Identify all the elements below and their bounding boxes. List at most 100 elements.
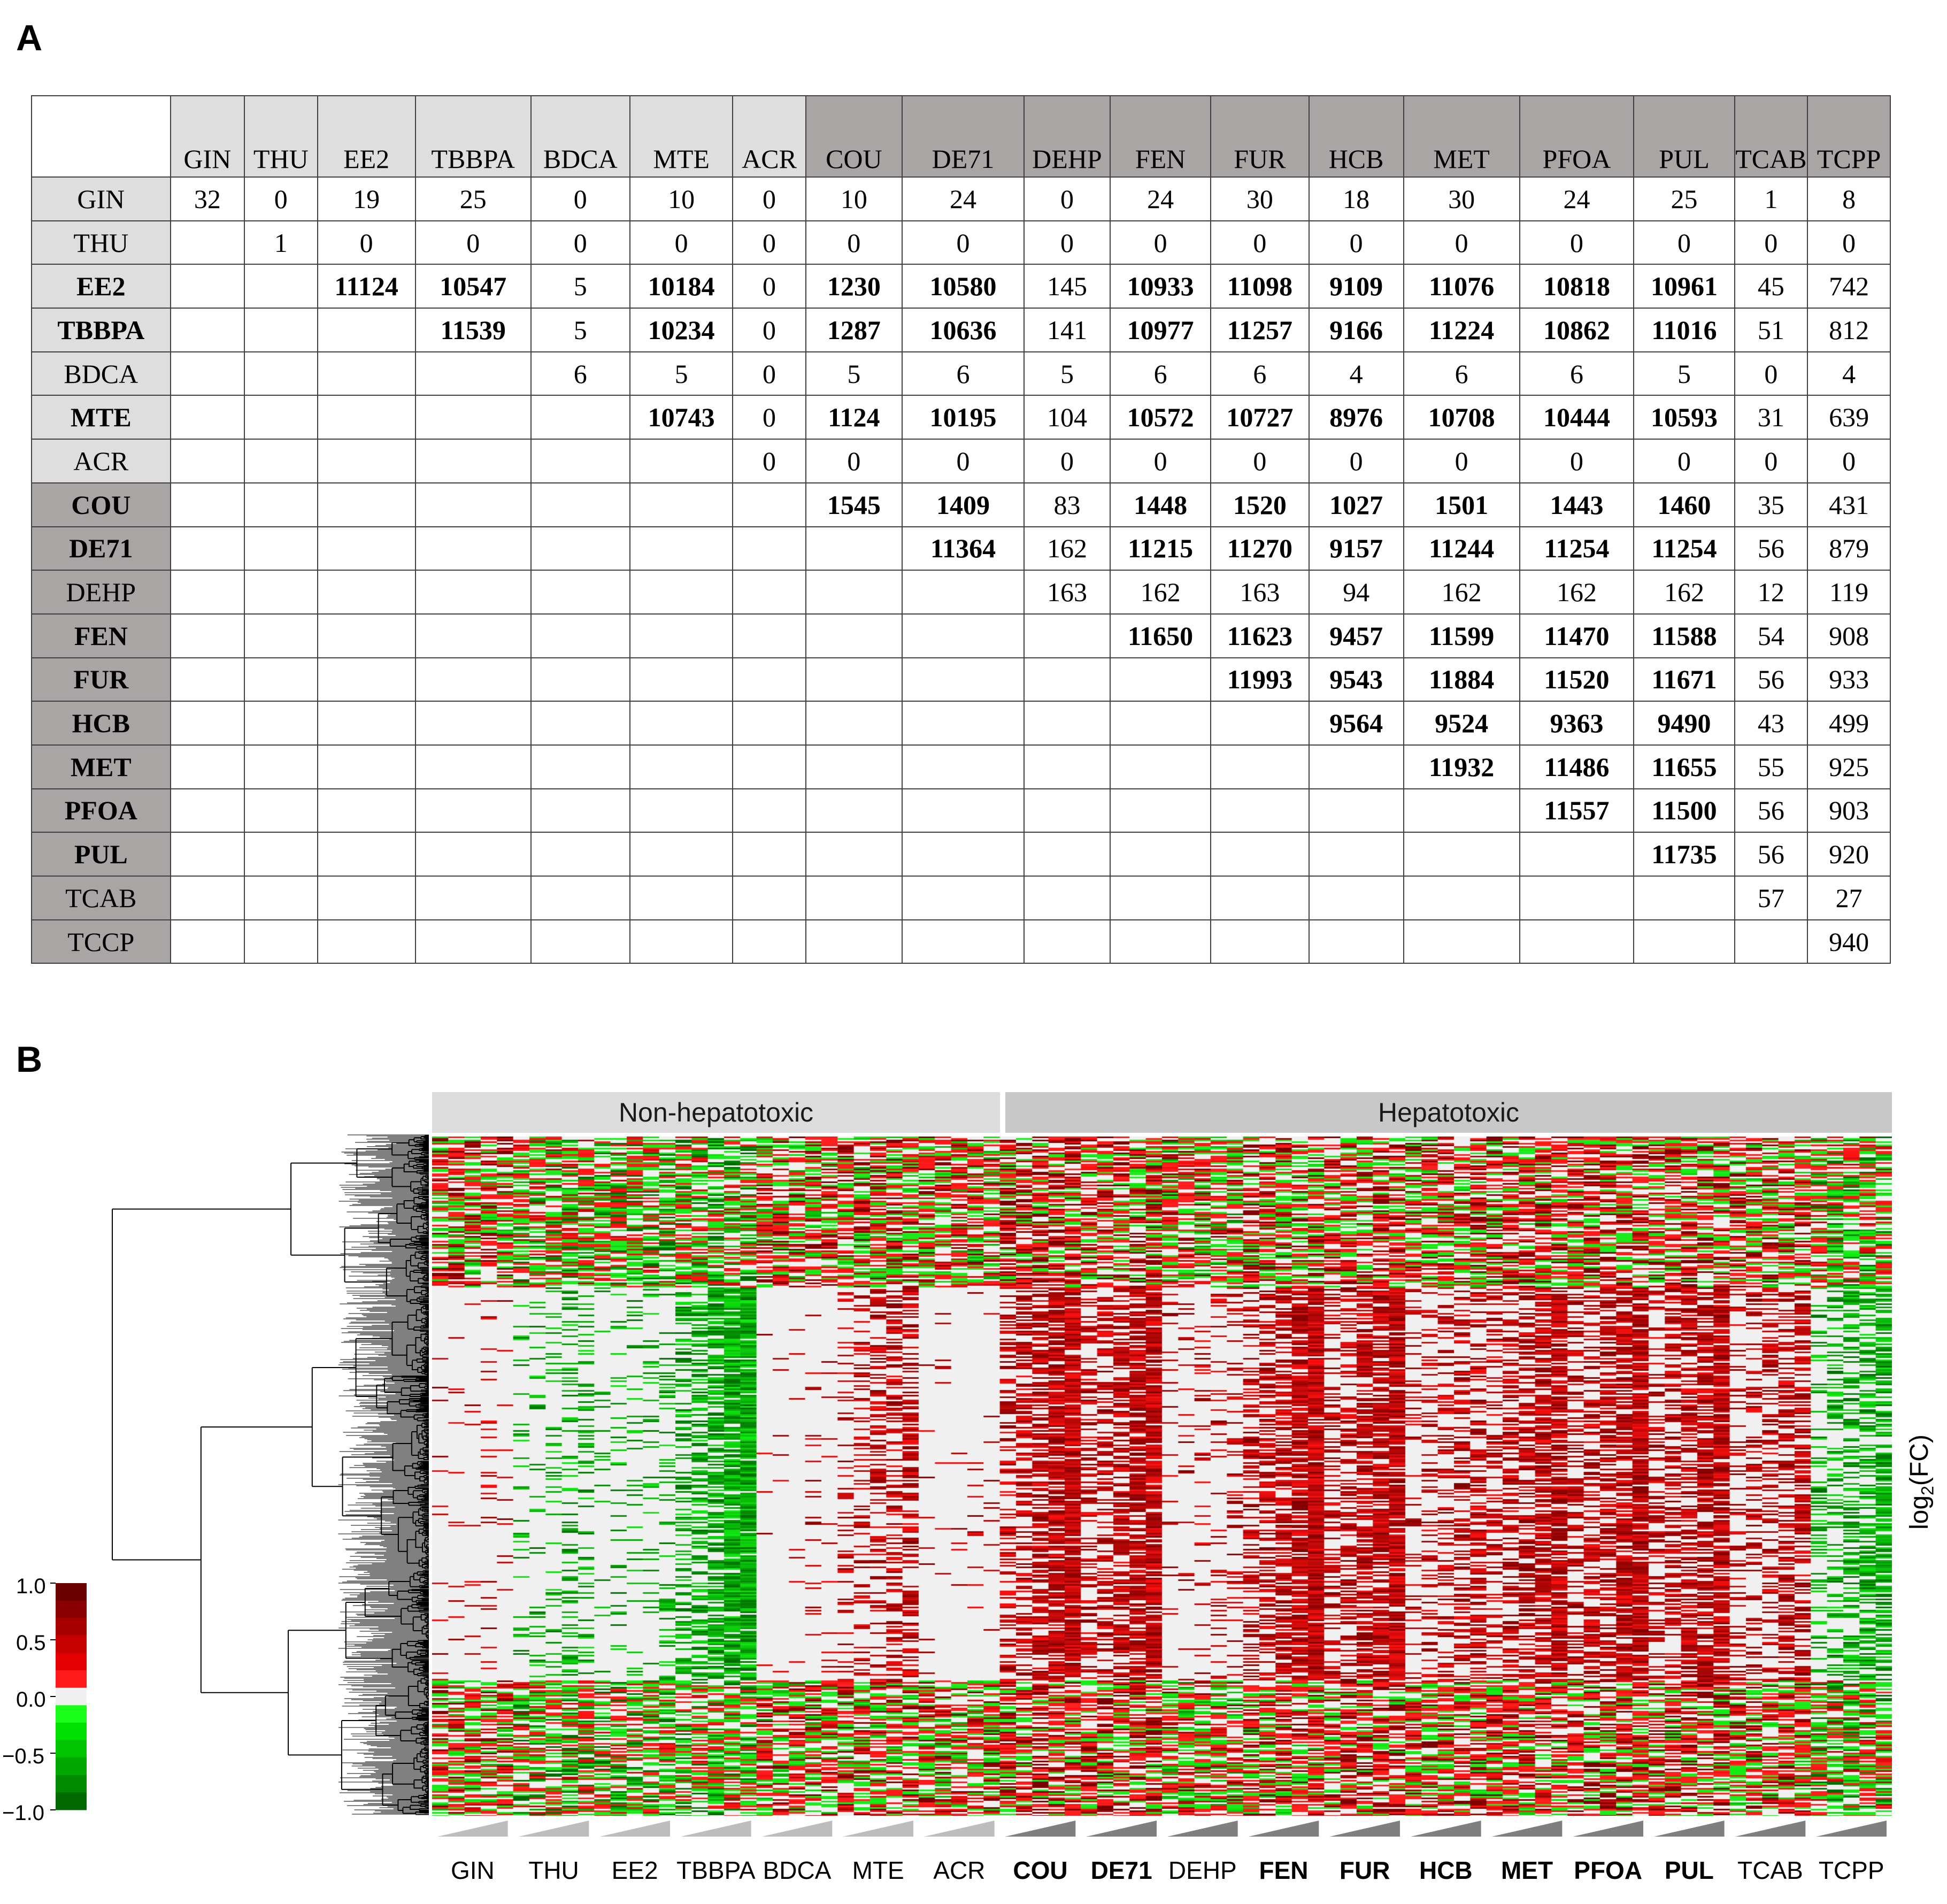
overlap-cell: 24 bbox=[1519, 176, 1635, 221]
dose-wedge bbox=[1005, 1821, 1076, 1837]
overlap-cell: 0 bbox=[530, 220, 630, 265]
overlap-cell: 0 bbox=[414, 220, 532, 265]
dose-wedge bbox=[1654, 1821, 1725, 1837]
column-label: DEHP bbox=[1168, 1856, 1237, 1884]
overlap-cell: 5 bbox=[1023, 351, 1111, 396]
overlap-cell: 1545 bbox=[805, 482, 903, 527]
overlap-cell bbox=[530, 395, 630, 440]
overlap-cell: 1287 bbox=[805, 308, 903, 352]
table-row: PUL 11735 56 920 bbox=[31, 832, 1891, 877]
overlap-cell bbox=[901, 919, 1025, 964]
overlap-cell bbox=[1023, 744, 1111, 789]
overlap-cell: 5 bbox=[629, 351, 734, 396]
table-row: GIN 32 0 19 25 0 10 0 10 24 0 24 30 18 30 24 25 1 8 bbox=[31, 176, 1891, 221]
overlap-cell: 0 bbox=[805, 220, 903, 265]
hepatotoxic-label: Hepatotoxic bbox=[1377, 1097, 1520, 1127]
overlap-cell: 6 bbox=[1109, 351, 1212, 396]
overlap-cell bbox=[629, 876, 734, 920]
overlap-cell: 742 bbox=[1807, 264, 1891, 309]
overlap-cell: 499 bbox=[1807, 701, 1891, 746]
overlap-cell: 9363 bbox=[1519, 701, 1635, 746]
overlap-cell bbox=[530, 526, 630, 571]
overlap-cell: 10593 bbox=[1633, 395, 1735, 440]
overlap-cell bbox=[1109, 788, 1212, 833]
overlap-cell: 10 bbox=[629, 176, 734, 221]
overlap-cell: 56 bbox=[1734, 788, 1809, 833]
overlap-cell bbox=[1519, 832, 1635, 877]
overlap-cell bbox=[317, 308, 416, 352]
overlap-cell bbox=[170, 613, 245, 658]
overlap-cell bbox=[1210, 876, 1310, 920]
overlap-cell: 11244 bbox=[1403, 526, 1520, 571]
row-header: HCB bbox=[31, 701, 171, 746]
overlap-cell bbox=[1109, 919, 1212, 964]
overlap-cell: 11257 bbox=[1210, 308, 1310, 352]
overlap-cell: 0 bbox=[317, 220, 416, 265]
column-label: EE2 bbox=[611, 1856, 658, 1884]
overlap-cell bbox=[805, 919, 903, 964]
overlap-cell bbox=[244, 876, 318, 920]
overlap-cell: 11884 bbox=[1403, 657, 1520, 702]
overlap-cell: 10961 bbox=[1633, 264, 1735, 309]
overlap-cell: 1520 bbox=[1210, 482, 1310, 527]
overlap-cell bbox=[530, 439, 630, 483]
gene-dendrogram bbox=[112, 1134, 429, 1815]
overlap-cell: 10444 bbox=[1519, 395, 1635, 440]
overlap-cell bbox=[1109, 744, 1212, 789]
column-label: GIN bbox=[450, 1856, 495, 1884]
row-header: EE2 bbox=[31, 264, 171, 309]
column-header: ACR bbox=[732, 95, 806, 178]
overlap-cell bbox=[170, 482, 245, 527]
column-header: FEN bbox=[1109, 95, 1212, 178]
overlap-cell: 9457 bbox=[1308, 613, 1404, 658]
overlap-cell bbox=[732, 788, 806, 833]
overlap-cell: 55 bbox=[1734, 744, 1809, 789]
row-header: ACR bbox=[31, 439, 171, 483]
overlap-cell: 0 bbox=[732, 220, 806, 265]
column-header: THU bbox=[244, 95, 318, 178]
overlap-cell bbox=[732, 526, 806, 571]
column-label: TBBPA bbox=[676, 1856, 756, 1884]
overlap-cell bbox=[530, 919, 630, 964]
overlap-cell bbox=[317, 351, 416, 396]
overlap-cell bbox=[414, 482, 532, 527]
heatmap-column-labels: GIN THU EE2 TBBPA BDCA MTE ACR COU DE71 DEHP FEN FU… bbox=[0, 1856, 1947, 1893]
overlap-cell: 1230 bbox=[805, 264, 903, 309]
overlap-cell: 0 bbox=[732, 439, 806, 483]
column-header: HCB bbox=[1308, 95, 1404, 178]
overlap-cell: 25 bbox=[414, 176, 532, 221]
column-label: COU bbox=[1013, 1856, 1068, 1884]
overlap-cell bbox=[629, 919, 734, 964]
overlap-cell bbox=[1308, 744, 1404, 789]
overlap-cell bbox=[414, 395, 532, 440]
overlap-cell: 11098 bbox=[1210, 264, 1310, 309]
overlap-cell: 9166 bbox=[1308, 308, 1404, 352]
overlap-cell: 10743 bbox=[629, 395, 734, 440]
dose-wedge bbox=[681, 1821, 751, 1837]
overlap-cell bbox=[414, 351, 532, 396]
column-label: PUL bbox=[1664, 1856, 1714, 1884]
overlap-cell: 0 bbox=[1734, 439, 1809, 483]
column-label: MTE bbox=[852, 1856, 904, 1884]
overlap-cell bbox=[732, 832, 806, 877]
overlap-cell: 920 bbox=[1807, 832, 1891, 877]
dose-wedge bbox=[1167, 1821, 1238, 1837]
overlap-cell: 30 bbox=[1403, 176, 1520, 221]
overlap-cell bbox=[244, 788, 318, 833]
table-row: FUR 11993 9543 11884 11520 11671 56 933 bbox=[31, 657, 1891, 702]
overlap-cell: 0 bbox=[1109, 439, 1212, 483]
legend-swatch bbox=[56, 1705, 87, 1723]
overlap-cell: 11364 bbox=[901, 526, 1025, 571]
column-label: ACR bbox=[933, 1856, 986, 1884]
overlap-cell: 639 bbox=[1807, 395, 1891, 440]
overlap-cell: 0 bbox=[732, 264, 806, 309]
column-label: FEN bbox=[1259, 1856, 1309, 1884]
overlap-cell: 431 bbox=[1807, 482, 1891, 527]
overlap-cell: 0 bbox=[732, 308, 806, 352]
dose-wedge bbox=[1086, 1821, 1157, 1837]
overlap-cell bbox=[170, 788, 245, 833]
legend-swatch bbox=[56, 1635, 87, 1653]
overlap-cell bbox=[805, 613, 903, 658]
overlap-cell: 162 bbox=[1633, 570, 1735, 615]
overlap-cell bbox=[629, 613, 734, 658]
